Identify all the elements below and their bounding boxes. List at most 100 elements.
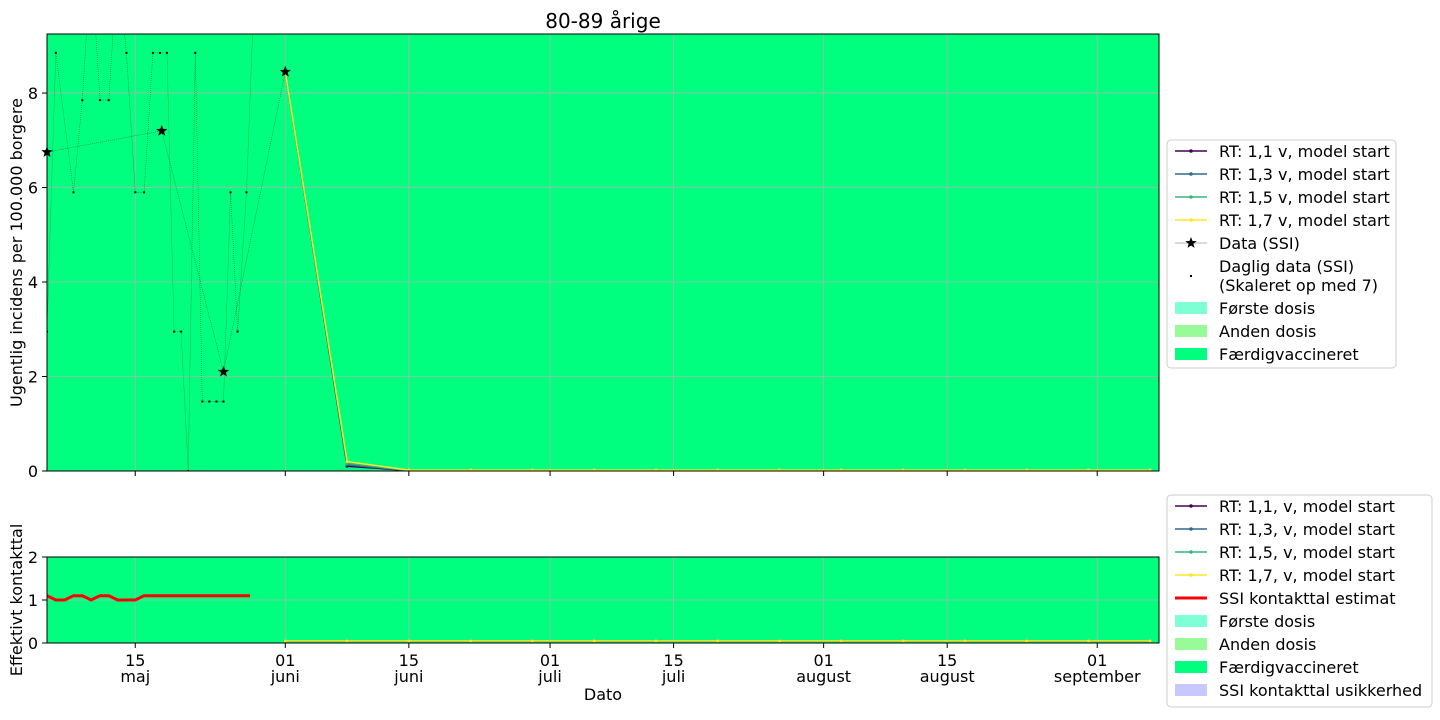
daily-data-point [134, 191, 137, 194]
daily-data-point [158, 51, 161, 54]
model-series-point [654, 468, 658, 471]
daily-data-series [47, 34, 253, 471]
legend-patch-swatch [1175, 325, 1207, 337]
model-series-point [839, 639, 843, 643]
y-tick-label: 2 [28, 368, 38, 387]
x-tick-label-day: 15 [399, 651, 419, 670]
legend-label: SSI kontakttal estimat [1219, 589, 1396, 608]
model-series-point [778, 639, 782, 643]
weekly-data-star [156, 124, 168, 136]
y-tick-label: 8 [28, 84, 38, 103]
legend-patch-swatch [1175, 348, 1207, 360]
legend-label-continued: (Skaleret op med 7) [1219, 276, 1378, 295]
model-series-point [592, 468, 596, 471]
y-tick-label: 4 [28, 273, 38, 292]
x-tick-label-month: juni [270, 667, 300, 686]
legend-star-swatch [1185, 237, 1197, 248]
x-tick-label-month: juli [537, 667, 561, 686]
incidence-axes-frame [46, 33, 1160, 472]
legend-patch-swatch [1175, 302, 1207, 314]
legend-label: RT: 1,1 v, model start [1219, 142, 1390, 161]
daily-data-line [47, 34, 253, 471]
legend-box [1166, 139, 1397, 369]
contact-model-series-group [283, 639, 1152, 643]
legend-patch-swatch [1175, 615, 1207, 627]
y-tick-label: 0 [28, 634, 38, 653]
x-tick-label-day: 01 [813, 651, 833, 670]
legend-label: RT: 1,5 v, model start [1219, 188, 1390, 207]
y-tick-label: 1 [28, 591, 38, 610]
legend-marker-swatch [1189, 504, 1193, 508]
daily-data-point [54, 51, 57, 54]
y-tick-label: 2 [28, 548, 38, 567]
contact-legend: RT: 1,1, v, model start RT: 1,3, v, model… [1166, 494, 1433, 708]
x-tick-label-day: 01 [540, 651, 560, 670]
legend-label: Anden dosis [1219, 322, 1316, 341]
legend-label: RT: 1,7 v, model start [1219, 211, 1390, 230]
daily-data-point [222, 400, 225, 403]
model-series-point [592, 639, 596, 643]
model-series-point [716, 639, 720, 643]
daily-data-point [166, 51, 169, 54]
legend-patch-swatch [1175, 638, 1207, 650]
legend-label: Anden dosis [1219, 635, 1316, 654]
legend-label: SSI kontakttal usikkerhed [1219, 681, 1422, 700]
daily-data-point [98, 99, 101, 102]
incidence-x-ticks [134, 471, 1098, 476]
y-tick-label: 6 [28, 179, 38, 198]
x-tick-label-month: august [920, 667, 975, 686]
daily-data-point [107, 99, 110, 102]
model-series-point [283, 639, 287, 643]
weekly-data-star [217, 365, 230, 377]
model-series-point [469, 468, 473, 471]
model-series-point [1086, 639, 1090, 643]
y-tick-label: 0 [28, 462, 38, 481]
incidence-y-ticks: 0 2 4 6 8 [28, 84, 47, 481]
incidence-y-axis-label: Ugentlig incidens per 100.000 borgere [7, 98, 26, 407]
daily-data-point [245, 191, 248, 194]
model-series-point [1148, 639, 1152, 643]
x-tick-label-month: august [796, 667, 851, 686]
legend-marker-swatch [1189, 573, 1193, 577]
legend-label: RT: 1,5, v, model start [1219, 543, 1395, 562]
x-tick-label-day: 15 [663, 651, 683, 670]
model-series-point [716, 468, 720, 471]
legend-marker-swatch [1189, 195, 1193, 199]
daily-data-point [229, 191, 232, 194]
model-series-point [345, 460, 349, 464]
weekly-data-star [279, 65, 291, 77]
model-series-point [654, 639, 658, 643]
x-tick-label-month: juli [661, 667, 685, 686]
model-series-point [345, 639, 349, 643]
legend-marker-swatch [1189, 550, 1193, 554]
legend-label: Daglig data (SSI) [1219, 257, 1354, 276]
model-series-point [530, 468, 534, 471]
x-tick-label-month: maj [120, 667, 150, 686]
model-series-point [839, 468, 843, 471]
x-tick-label-month: september [1054, 667, 1141, 686]
daily-data-point [180, 330, 183, 333]
x-axis-label: Dato [584, 685, 622, 704]
model-series-point [1025, 639, 1029, 643]
legend-patch-swatch [1175, 684, 1207, 696]
model-series-point [407, 468, 411, 471]
weekly-data-line [46, 71, 286, 372]
legend-label: RT: 1,3, v, model start [1219, 520, 1395, 539]
legend-label: Første dosis [1219, 612, 1315, 631]
model-series-point [901, 639, 905, 643]
daily-data-point [215, 400, 218, 403]
daily-data-point [173, 330, 176, 333]
legend-marker-swatch [1189, 527, 1193, 531]
daily-data-point [81, 99, 84, 102]
daily-data-point [194, 51, 197, 54]
model-series-point [1148, 468, 1152, 471]
legend-label: Første dosis [1219, 299, 1315, 318]
legend-dot-swatch [1190, 275, 1192, 277]
x-tick-label-month: juni [393, 667, 423, 686]
daily-data-point [125, 51, 128, 54]
legend-label: Data (SSI) [1219, 234, 1300, 253]
legend-marker-swatch [1189, 218, 1193, 222]
legend-marker-swatch [1189, 172, 1193, 176]
ssi-estimate-line [47, 594, 250, 602]
